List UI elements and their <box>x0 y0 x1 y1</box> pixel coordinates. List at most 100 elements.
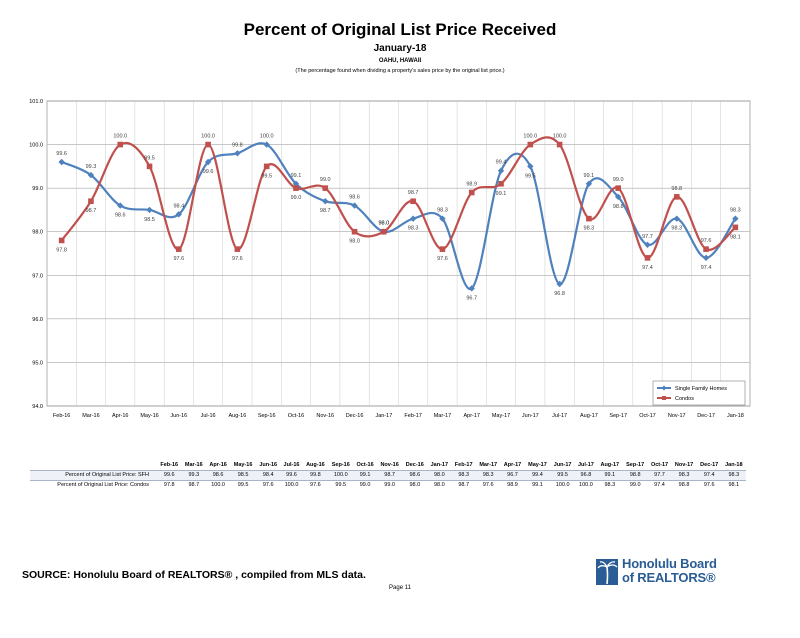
table-header-cell: Jan-18 <box>725 462 743 468</box>
data-label: 99.1 <box>291 173 302 179</box>
data-point <box>556 280 563 288</box>
data-point <box>322 198 329 205</box>
table-cell: 98.8 <box>671 480 697 490</box>
data-point <box>556 141 563 148</box>
table-cell: 98.3 <box>671 470 697 481</box>
x-tick-label: Jan-17 <box>375 413 392 419</box>
data-point <box>527 141 534 148</box>
table-header-cell: May-16 <box>233 462 253 468</box>
table-cell: 99.1 <box>524 480 551 490</box>
data-label: 99.1 <box>496 191 507 197</box>
data-point <box>585 180 593 187</box>
data-label: 98.7 <box>320 208 331 214</box>
data-point <box>58 158 65 166</box>
table-cell: 99.6 <box>280 470 303 481</box>
data-label: 99.5 <box>144 155 155 161</box>
x-tick-label: Jul-17 <box>552 413 567 419</box>
table-header-cell: Aug-16 <box>306 462 325 468</box>
table-cell: 97.8 <box>157 480 182 490</box>
table-cell: 99.8 <box>302 470 329 481</box>
x-tick-label: Dec-16 <box>346 413 364 419</box>
table-cell: 99.1 <box>596 470 623 481</box>
data-point <box>234 246 241 252</box>
table-cell: 98.3 <box>475 470 501 481</box>
table-header-cell: Jun-16 <box>259 462 278 468</box>
data-point <box>614 193 622 201</box>
data-point <box>293 185 299 191</box>
x-tick-label: Feb-16 <box>53 413 70 419</box>
table-header-cell: Feb-17 <box>454 462 473 468</box>
data-label: 99.3 <box>86 164 97 170</box>
y-tick-label: 101.0 <box>29 99 43 105</box>
y-tick-label: 97.0 <box>32 273 43 279</box>
table-cell: 99.0 <box>376 480 403 490</box>
data-point <box>498 180 504 187</box>
legend-marker <box>662 396 666 400</box>
table-cell: 99.6 <box>157 470 182 481</box>
source-note: SOURCE: Honolulu Board of REALTORS® , co… <box>22 569 366 581</box>
data-label: 96.8 <box>554 291 565 297</box>
table-cell: 98.8 <box>622 470 648 481</box>
table-cell: 97.6 <box>255 480 281 490</box>
data-label: 98.9 <box>466 182 477 188</box>
table-cell: 98.1 <box>721 480 746 490</box>
table-cell: 98.7 <box>451 480 476 490</box>
data-point <box>702 254 710 262</box>
x-tick-label: Jun-17 <box>522 413 539 419</box>
table-row-label: Percent of Original List Price: SFH <box>30 470 157 481</box>
table-cell: 97.6 <box>696 480 722 490</box>
table-header-cell: Jul-16 <box>283 462 300 468</box>
data-point <box>205 141 211 148</box>
data-point <box>732 224 739 231</box>
data-label: 99.5 <box>261 173 272 179</box>
data-label: 97.6 <box>232 256 243 262</box>
data-point <box>234 150 241 157</box>
y-tick-label: 98.0 <box>32 230 43 236</box>
data-point <box>263 163 270 170</box>
table-header-cell: Apr-16 <box>209 462 227 468</box>
table-header-cell: Jun-17 <box>553 462 572 468</box>
page-number: Page 11 <box>389 585 411 591</box>
table-cell: 99.0 <box>622 480 648 490</box>
data-point <box>58 237 65 244</box>
x-tick-label: Dec-17 <box>697 413 715 419</box>
table-header-cell: Jul-17 <box>577 462 594 468</box>
table-cell: 99.4 <box>524 470 551 481</box>
x-tick-label: Mar-16 <box>82 413 99 419</box>
data-label: 97.6 <box>437 256 448 262</box>
data-label: 99.6 <box>203 169 214 175</box>
data-label: 99.0 <box>291 195 302 201</box>
data-label: 100.0 <box>113 134 127 140</box>
data-table: Feb-16 Mar-16 Apr-16 May-16 Jun-16 Jul-16 Aug-… <box>30 461 746 490</box>
table-cell: 98.0 <box>402 480 428 490</box>
table-cell: 100.0 <box>328 470 354 481</box>
y-tick-label: 95.0 <box>32 360 43 366</box>
table-row: Percent of Original List Price: Condos 97… <box>30 480 746 490</box>
table-cell: 98.5 <box>230 470 256 481</box>
y-tick-label: 96.0 <box>32 317 43 323</box>
table-cell: 96.8 <box>574 470 597 481</box>
legend-label: Condos <box>675 396 694 402</box>
data-point <box>381 228 387 235</box>
data-point <box>732 215 739 222</box>
data-point <box>439 215 446 222</box>
chart-title: Percent of Original List Price Received <box>243 20 557 39</box>
data-point <box>351 202 358 209</box>
data-label: 98.0 <box>349 239 360 245</box>
x-tick-label: Apr-16 <box>112 413 129 419</box>
legend-box <box>652 380 746 406</box>
legend-marker <box>661 385 667 391</box>
logo-line-1: Honolulu Board <box>622 556 717 571</box>
data-label: 98.3 <box>730 208 741 214</box>
table-cell: 99.5 <box>230 480 256 490</box>
table-cell: 100.0 <box>574 480 597 490</box>
table-cell: 98.0 <box>427 470 452 481</box>
x-tick-label: Feb-17 <box>404 413 421 419</box>
data-label: 100.0 <box>260 134 274 140</box>
data-point <box>468 285 475 292</box>
x-tick-label: Jul-16 <box>201 413 216 419</box>
table-header-cell: Dec-17 <box>700 462 719 468</box>
table-header-cell: Mar-17 <box>479 462 498 468</box>
x-tick-label: Mar-17 <box>434 413 451 419</box>
data-point <box>409 215 417 222</box>
